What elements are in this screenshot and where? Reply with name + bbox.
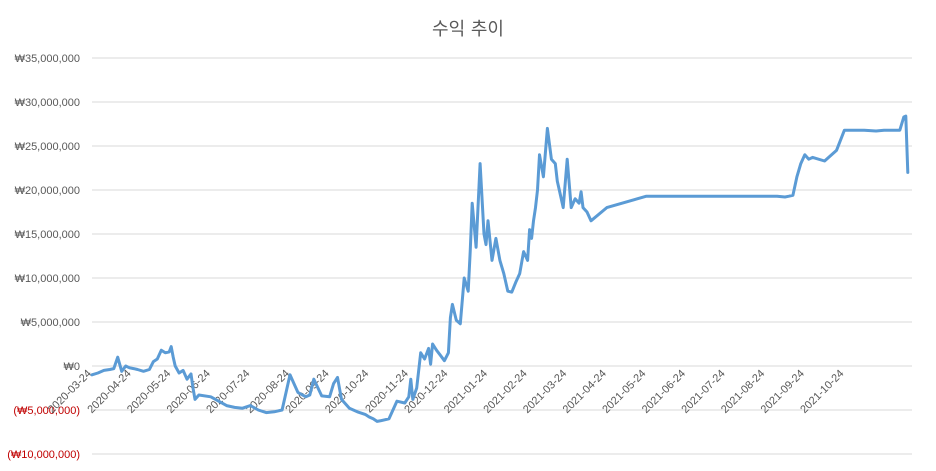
y-tick-label: ₩20,000,000 [15,185,80,197]
series-line-profit [90,114,910,423]
chart-title: 수익 추이 [432,19,504,40]
y-tick-label: ₩10,000,000 [15,273,80,285]
y-tick-label: ₩25,000,000 [15,141,80,153]
gridlines [92,57,912,455]
y-tick-label: ₩35,000,000 [15,53,80,65]
y-tick-label: ₩15,000,000 [15,229,80,241]
y-tick-label: ₩30,000,000 [15,97,80,109]
series-layer [90,114,910,423]
x-axis-tick-labels: 2020-03-242020-04-242020-05-242020-06-24… [46,368,847,416]
y-tick-label: (₩5,000,000) [13,405,80,417]
y-tick-label: ₩5,000,000 [21,317,80,329]
y-tick-label: (₩10,000,000) [7,449,80,461]
y-axis-tick-labels: ₩35,000,000 ₩30,000,000 ₩25,000,000 ₩20,000… [7,53,80,461]
y-tick-label: ₩0 [64,361,81,373]
